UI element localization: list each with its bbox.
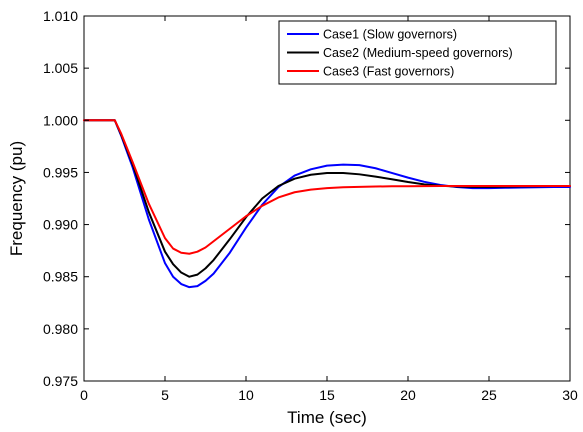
x-tick-label: 5 <box>161 387 169 403</box>
x-tick-label: 0 <box>80 387 88 403</box>
y-tick-label: 0.975 <box>43 373 78 389</box>
x-axis-ticks: 0 5 10 15 20 25 30 <box>80 16 578 403</box>
series-layer <box>83 119 571 289</box>
x-tick-label: 25 <box>481 387 497 403</box>
legend-label-2: Case2 (Medium-speed governors) <box>323 46 513 60</box>
x-axis-label: Time (sec) <box>287 408 367 427</box>
y-tick-label: 1.010 <box>43 8 78 24</box>
x-tick-label: 30 <box>562 387 578 403</box>
y-tick-label: 1.000 <box>43 112 78 128</box>
legend-label-3: Case3 (Fast governors) <box>323 65 454 79</box>
x-tick-label: 15 <box>319 387 335 403</box>
y-tick-label: 0.995 <box>43 164 78 180</box>
legend-box <box>278 20 557 85</box>
x-tick-label: 10 <box>238 387 254 403</box>
legend: Case1 (Slow governors) Case2 (Medium-spee… <box>278 20 557 85</box>
y-tick-label: 0.985 <box>43 269 78 285</box>
y-tick-label: 1.005 <box>43 60 78 76</box>
y-tick-label: 0.990 <box>43 217 78 233</box>
y-axis-ticks: 0.975 0.980 0.985 0.990 0.995 1.000 1.005 1.010 <box>43 8 570 389</box>
y-axis-label: Frequency (pu) <box>7 141 26 256</box>
series-line-3 <box>83 119 571 255</box>
y-tick-label: 0.980 <box>43 321 78 337</box>
series-line-1 <box>83 119 571 289</box>
x-tick-label: 20 <box>400 387 416 403</box>
legend-label-1: Case1 (Slow governors) <box>323 28 457 42</box>
